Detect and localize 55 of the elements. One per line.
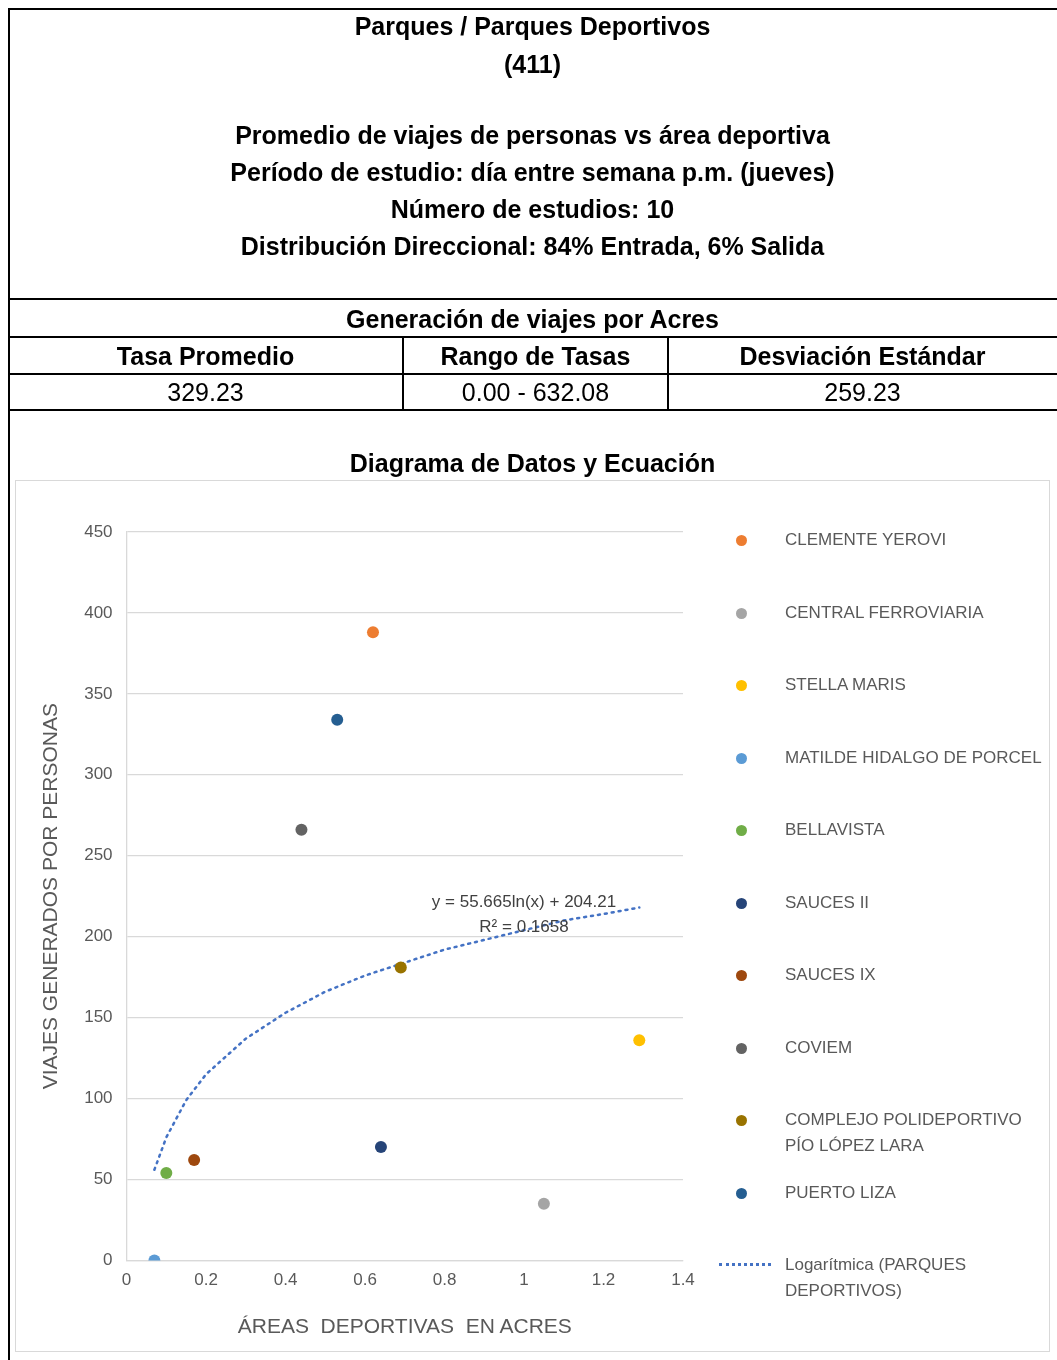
point xyxy=(295,823,308,836)
legend-label: SAUCES II xyxy=(785,891,871,914)
point xyxy=(374,1141,387,1154)
text: Diagrama de Datos y Ecuación xyxy=(348,449,717,478)
x-tick-label: 0.8 xyxy=(432,1270,457,1290)
y-tick-label: 350 xyxy=(84,683,113,703)
legend-label: Logarítmica (PARQUES DEPORTIVOS) xyxy=(785,1254,968,1302)
x-tick-label: 1.2 xyxy=(591,1270,616,1290)
text: Período de estudio: día entre semana p.m. (jueves) xyxy=(229,158,836,187)
text: Promedio de viajes de personas vs área deportiva xyxy=(234,121,831,150)
y-tick-label: 450 xyxy=(84,521,113,541)
point xyxy=(160,1166,173,1179)
point xyxy=(366,626,379,639)
x-tick-label: 0.4 xyxy=(273,1270,298,1290)
legend-label: MATILDE HIDALGO DE PORCEL xyxy=(785,746,1043,769)
text: 0.00 - 632.08 xyxy=(460,378,611,407)
x-tick-label: 1 xyxy=(519,1270,529,1290)
text: Distribución Direccional: 84% Entrada, 6% Salida xyxy=(239,232,826,261)
y-tick-label: 50 xyxy=(93,1169,113,1189)
legend-label: PUERTO LIZA xyxy=(785,1181,897,1204)
legend-label: CLEMENTE YEROVI xyxy=(785,529,948,551)
annotation: y = 55.665ln(x) + 204.21 xyxy=(430,892,618,912)
legend-label: SAUCES IX xyxy=(785,964,877,986)
point xyxy=(188,1154,201,1167)
y-tick-label: 0 xyxy=(103,1250,113,1270)
legend-label: COVIEM xyxy=(785,1036,854,1059)
text: 259.23 xyxy=(823,378,902,407)
text: Número de estudios: 10 xyxy=(389,195,676,224)
y-tick-label: 100 xyxy=(84,1088,113,1108)
x-tick-label: 0.2 xyxy=(194,1270,218,1290)
text: Desviación Estándar xyxy=(738,342,987,371)
point xyxy=(633,1034,646,1047)
text: Rango de Tasas xyxy=(439,342,632,371)
legend-label: COMPLEJO POLIDEPORTIVO PÍO LÓPEZ LARA xyxy=(785,1109,1023,1157)
x-axis-title: ÁREAS DEPORTIVAS EN ACRES xyxy=(237,1314,572,1338)
point xyxy=(394,961,407,974)
x-tick-label: 0 xyxy=(121,1270,132,1290)
x-tick-label: 0.6 xyxy=(353,1270,377,1290)
x-tick-label: 1.4 xyxy=(671,1270,695,1290)
y-tick-label: 300 xyxy=(84,764,113,784)
point xyxy=(331,713,344,726)
text: Tasa Promedio xyxy=(115,342,296,371)
chart-subtitle: (411) xyxy=(503,50,562,79)
text: 329.23 xyxy=(166,378,245,407)
y-tick-label: 400 xyxy=(84,602,113,622)
text: Generación de viajes por Acres xyxy=(345,305,720,334)
chart-title: Parques / Parques Deportivos xyxy=(353,12,712,41)
y-axis-title: VIAJES GENERADOS POR PERSONAS xyxy=(38,703,62,1090)
y-tick-label: 150 xyxy=(84,1007,113,1027)
y-tick-label: 250 xyxy=(84,845,113,865)
point xyxy=(537,1197,550,1210)
legend-label: STELLA MARIS xyxy=(785,674,907,696)
y-tick-label: 200 xyxy=(84,926,113,946)
legend-label: CENTRAL FERROVIARIA xyxy=(785,601,985,624)
legend-label: BELLAVISTA xyxy=(785,819,886,841)
